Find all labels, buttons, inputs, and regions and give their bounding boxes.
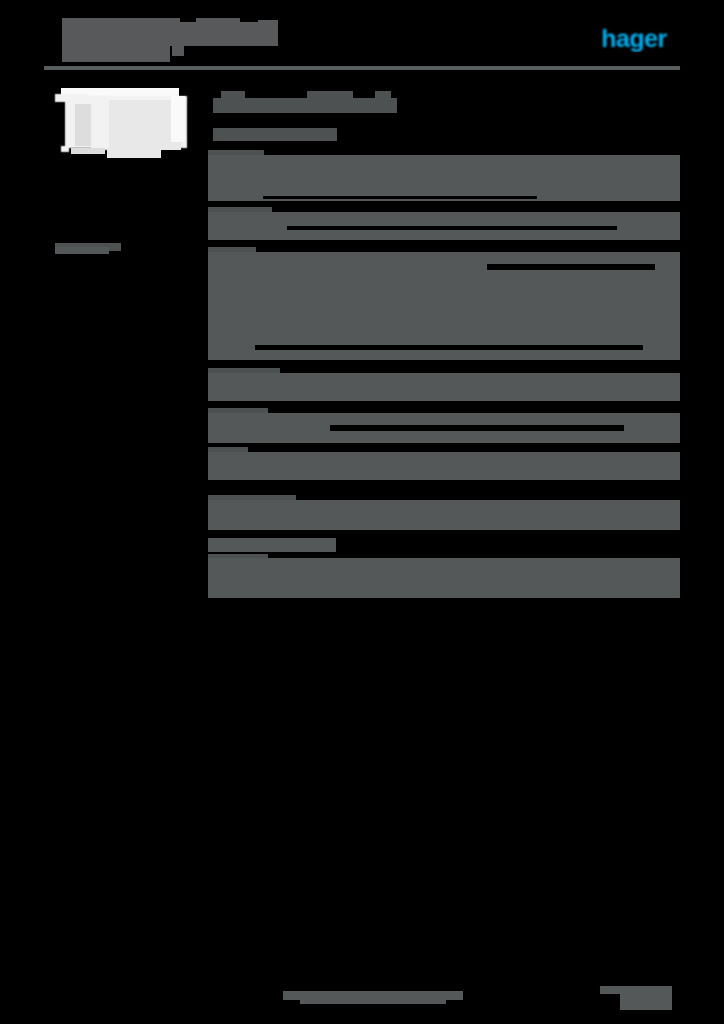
- footer-page-number-1: [600, 986, 630, 994]
- spec-block-7: [208, 500, 680, 530]
- hager-logo-text: hager: [601, 26, 667, 52]
- section-heading-1: [221, 91, 245, 98]
- product-photo: [47, 82, 202, 174]
- page-footer: hager.com/pl: [0, 974, 724, 1024]
- spec-block-1: [208, 155, 680, 201]
- footer-page-number-2: [620, 986, 672, 1010]
- value-gap-4: [330, 425, 624, 431]
- section-heading-2: [307, 91, 353, 98]
- spec-block-6-label-tab: [208, 447, 248, 453]
- spec-block-9-label-tab: [208, 554, 268, 560]
- spec-block-3-label-tab: [208, 247, 256, 253]
- value-gap-2: [487, 264, 655, 270]
- spec-block-7-label-tab: [208, 495, 296, 501]
- section-subheading: [213, 128, 337, 141]
- spec-block-4-label-tab: [208, 368, 280, 374]
- title-line-2: [62, 30, 278, 46]
- spec-block-6: [208, 452, 680, 480]
- title-line-3b: [172, 46, 184, 56]
- spec-block-9: [208, 558, 680, 598]
- sidebar-note-line-2: [55, 247, 109, 254]
- spec-block-1-label-tab: [208, 150, 264, 156]
- spec-block-2-label-tab: [208, 207, 272, 213]
- section-heading-3: [375, 91, 391, 98]
- title-line-1: [62, 18, 180, 31]
- spec-block-4: [208, 373, 680, 401]
- footer-center-line-1: [283, 991, 463, 1000]
- spec-block-8: [208, 538, 336, 552]
- value-gap-5: [263, 196, 537, 199]
- value-gap-3: [255, 345, 643, 350]
- page-header: hager: [0, 0, 724, 76]
- footer-center-line-2: [300, 999, 446, 1004]
- section-heading-main: [213, 98, 397, 113]
- header-divider-rule: [44, 66, 680, 70]
- value-gap-1: [287, 226, 617, 230]
- spec-block-3: [208, 252, 680, 360]
- spec-block-5-label-tab: [208, 408, 268, 414]
- hager-logo: hager: [592, 26, 676, 52]
- title-line-2b: [180, 22, 278, 34]
- title-line-3: [62, 44, 170, 62]
